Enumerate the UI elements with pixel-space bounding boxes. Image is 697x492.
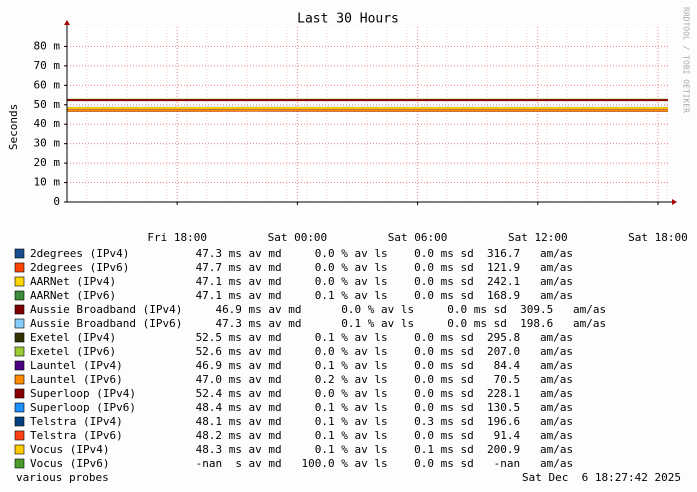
x-tick-label: Fri 18:00 [147,231,207,244]
legend-entry: 2degrees (IPv6) 47.7 ms av md 0.0 % av l… [30,261,573,274]
y-tick-label: 80 m [34,39,61,52]
legend-entry: Telstra (IPv4) 48.1 ms av md 0.1 % av ls… [30,415,573,428]
y-tick-label: 40 m [34,117,61,130]
legend-swatch [14,318,25,329]
legend-name: Telstra (IPv6) [30,429,123,442]
legend-entry: Aussie Broadband (IPv4) 46.9 ms av md 0.… [30,303,606,316]
legend-name: AARNet (IPv6) [30,289,116,302]
legend-entry: Launtel (IPv4) 46.9 ms av md 0.1 % av ls… [30,359,573,372]
legend-stats: 47.1 ms av md 0.1 % av ls 0.0 ms sd 168.… [116,289,573,302]
legend-stats: 47.3 ms av md 0.1 % av ls 0.0 ms sd 198.… [182,317,606,330]
legend-stats: 47.3 ms av md 0.0 % av ls 0.0 ms sd 316.… [129,247,573,260]
grid [64,27,668,205]
chart-title: Last 30 Hours [297,12,399,27]
legend-swatch [14,360,25,371]
legend-name: Superloop (IPv6) [30,401,136,414]
legend-name: Exetel (IPv6) [30,345,116,358]
legend-entry: Exetel (IPv4) 52.5 ms av md 0.1 % av ls … [30,331,573,344]
legend-swatch [14,402,25,413]
lines [66,98,668,112]
legend-entry: AARNet (IPv4) 47.1 ms av md 0.0 % av ls … [30,275,573,288]
legend-entry: Telstra (IPv6) 48.2 ms av md 0.1 % av ls… [30,429,573,442]
watermark: RRDTOOL / TOBI OETIKER [682,7,691,113]
legend-swatch [14,374,25,385]
legend-name: Launtel (IPv6) [30,373,123,386]
legend-swatch [14,346,25,357]
legend-swatch [14,276,25,287]
legend-stats: 47.0 ms av md 0.2 % av ls 0.0 ms sd 70.5… [123,373,573,386]
legend-stats: 46.9 ms av md 0.1 % av ls 0.0 ms sd 84.4… [123,359,573,372]
legend-name: Vocus (IPv6) [30,457,109,470]
y-tick-label: 10 m [34,176,61,189]
legend-name: 2degrees (IPv4) [30,247,129,260]
legend-swatch [14,304,25,315]
legend-stats: 47.7 ms av md 0.0 % av ls 0.0 ms sd 121.… [129,261,573,274]
legend-name: Vocus (IPv4) [30,443,109,456]
legend-swatch [14,262,25,273]
legend-stats: 48.3 ms av md 0.1 % av ls 0.1 ms sd 200.… [109,443,573,456]
legend: 2degrees (IPv4) 47.3 ms av md 0.0 % av l… [14,247,606,470]
legend-name: Launtel (IPv4) [30,359,123,372]
legend-name: 2degrees (IPv6) [30,261,129,274]
y-tick-label: 20 m [34,156,61,169]
legend-swatch [14,416,25,427]
x-tick-label: Sat 18:00 [628,231,688,244]
y-tick-label: 30 m [34,137,61,150]
legend-entry: Aussie Broadband (IPv6) 47.3 ms av md 0.… [30,317,606,330]
legend-name: AARNet (IPv4) [30,275,116,288]
x-tick-label: Sat 00:00 [268,231,328,244]
legend-swatch [14,248,25,259]
legend-stats: 46.9 ms av md 0.0 % av ls 0.0 ms sd 309.… [182,303,606,316]
y-arrow [64,20,70,25]
legend-swatch [14,430,25,441]
legend-stats: 52.5 ms av md 0.1 % av ls 0.0 ms sd 295.… [116,331,573,344]
legend-name: Superloop (IPv4) [30,387,136,400]
legend-stats: 48.4 ms av md 0.1 % av ls 0.0 ms sd 130.… [136,401,573,414]
legend-entry: 2degrees (IPv4) 47.3 ms av md 0.0 % av l… [30,247,573,260]
legend-entry: Exetel (IPv6) 52.6 ms av md 0.0 % av ls … [30,345,573,358]
legend-stats: -nan s av md 100.0 % av ls 0.0 ms sd -na… [109,457,573,470]
legend-stats: 47.1 ms av md 0.0 % av ls 0.0 ms sd 242.… [116,275,573,288]
legend-stats: 52.4 ms av md 0.0 % av ls 0.0 ms sd 228.… [136,387,573,400]
legend-name: Aussie Broadband (IPv4) [30,303,182,316]
x-arrow [672,199,677,205]
legend-entry: AARNet (IPv6) 47.1 ms av md 0.1 % av ls … [30,289,573,302]
legend-swatch [14,388,25,399]
footer-right: Sat Dec 6 18:27:42 2025 [522,471,681,484]
legend-entry: Launtel (IPv6) 47.0 ms av md 0.2 % av ls… [30,373,573,386]
legend-swatch [14,458,25,469]
legend-swatch [14,444,25,455]
y-tick-label: 70 m [34,59,61,72]
x-tick-label: Sat 12:00 [508,231,568,244]
legend-entry: Superloop (IPv4) 52.4 ms av md 0.0 % av … [30,387,573,400]
legend-stats: 48.2 ms av md 0.1 % av ls 0.0 ms sd 91.4… [123,429,573,442]
legend-swatch [14,332,25,343]
y-axis-label: Seconds [7,104,20,150]
legend-name: Aussie Broadband (IPv6) [30,317,182,330]
legend-entry: Vocus (IPv4) 48.3 ms av md 0.1 % av ls 0… [30,443,573,456]
legend-stats: 48.1 ms av md 0.1 % av ls 0.3 ms sd 196.… [123,415,573,428]
y-tick-label: 0 [53,195,60,208]
y-tick-label: 50 m [34,98,61,111]
legend-name: Telstra (IPv4) [30,415,123,428]
legend-entry: Superloop (IPv6) 48.4 ms av md 0.1 % av … [30,401,573,414]
y-tick-label: 60 m [34,78,61,91]
footer-left: various probes [16,471,109,484]
legend-entry: Vocus (IPv6) -nan s av md 100.0 % av ls … [30,457,573,470]
legend-name: Exetel (IPv4) [30,331,116,344]
legend-stats: 52.6 ms av md 0.0 % av ls 0.0 ms sd 207.… [116,345,573,358]
legend-swatch [14,290,25,301]
x-tick-label: Sat 06:00 [388,231,448,244]
